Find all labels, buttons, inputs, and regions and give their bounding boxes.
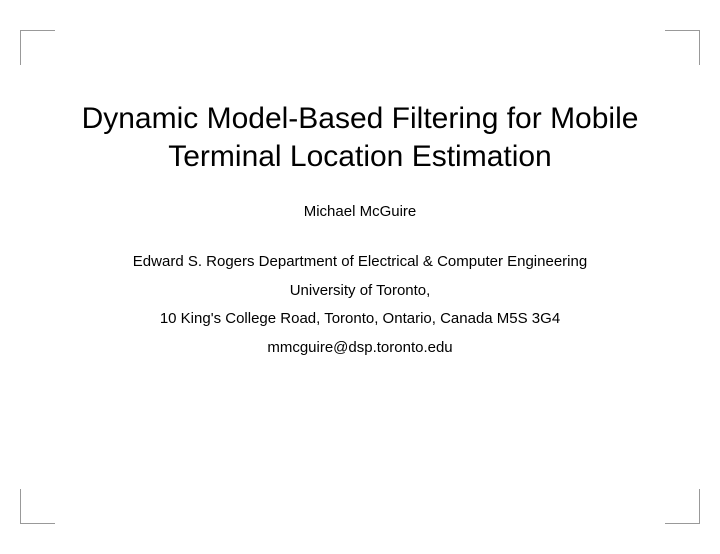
corner-mark-top-left [20, 30, 55, 65]
slide-title: Dynamic Model-Based Filtering for Mobile… [60, 100, 660, 175]
address-text: 10 King's College Road, Toronto, Ontario… [60, 305, 660, 334]
slide-content: Dynamic Model-Based Filtering for Mobile… [0, 100, 720, 362]
author-name: Michael McGuire [60, 203, 660, 220]
email-text: mmcguire@dsp.toronto.edu [60, 334, 660, 363]
corner-mark-bottom-left [20, 489, 55, 524]
department-text: Edward S. Rogers Department of Electrica… [60, 248, 660, 277]
corner-mark-bottom-right [665, 489, 700, 524]
corner-mark-top-right [665, 30, 700, 65]
university-text: University of Toronto, [60, 277, 660, 306]
